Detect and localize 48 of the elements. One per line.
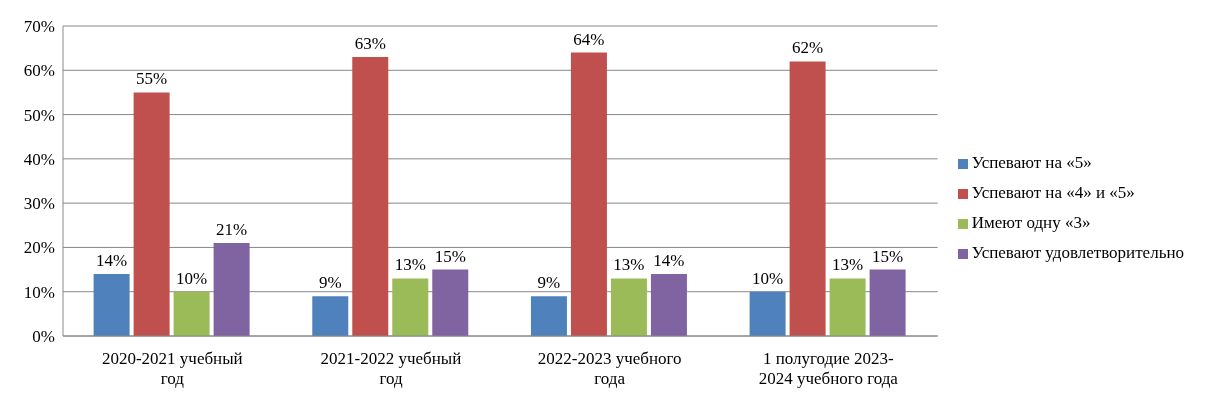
y-tick-label: 50% bbox=[23, 105, 55, 125]
data-label: 15% bbox=[434, 246, 466, 266]
legend-label: Успевают на «4» и «5» bbox=[971, 183, 1135, 202]
legend-label: Успевают на «5» bbox=[971, 153, 1092, 172]
bar bbox=[530, 296, 567, 336]
data-label: 9% bbox=[537, 273, 561, 293]
bar bbox=[570, 52, 607, 336]
bar bbox=[829, 278, 866, 336]
data-label: 13% bbox=[613, 255, 645, 275]
data-label: 21% bbox=[216, 220, 248, 239]
legend-label: Имеют одну «3» bbox=[971, 213, 1091, 232]
bar bbox=[789, 61, 826, 336]
bar bbox=[749, 291, 786, 336]
data-label: 15% bbox=[872, 246, 904, 266]
bar bbox=[133, 92, 170, 336]
y-tick-label: 60% bbox=[23, 61, 55, 81]
data-label: 64% bbox=[573, 29, 605, 49]
data-label: 55% bbox=[136, 69, 168, 89]
y-tick-label: 30% bbox=[23, 194, 55, 214]
legend-label: Успевают удовлетворительно bbox=[971, 243, 1184, 262]
bar bbox=[432, 269, 469, 336]
bar bbox=[610, 278, 647, 336]
data-label: 14% bbox=[653, 251, 685, 270]
x-tick-label: 1 полугодие 2023-2024 учебного года bbox=[758, 349, 899, 388]
data-label: 13% bbox=[394, 255, 426, 275]
y-tick-label: 0% bbox=[32, 327, 55, 347]
data-label: 62% bbox=[792, 38, 824, 58]
bar bbox=[392, 278, 429, 336]
data-label: 13% bbox=[832, 255, 864, 275]
x-tick-label: 2022-2023 учебного года bbox=[537, 349, 682, 388]
data-label: 63% bbox=[354, 34, 386, 53]
bar bbox=[352, 57, 389, 336]
y-tick-label: 70% bbox=[23, 17, 55, 37]
bar bbox=[869, 269, 906, 336]
bar bbox=[213, 243, 250, 336]
data-label: 14% bbox=[96, 251, 128, 270]
data-label: 9% bbox=[318, 273, 342, 293]
x-tick-label: 2021-2022 учебный год bbox=[320, 349, 462, 388]
y-tick-label: 10% bbox=[23, 282, 55, 302]
y-tick-label: 20% bbox=[23, 238, 55, 258]
data-label: 10% bbox=[752, 268, 784, 288]
x-tick-label: 2020-2021 учебный год bbox=[101, 349, 243, 388]
data-label: 10% bbox=[176, 268, 208, 288]
bar bbox=[93, 274, 130, 336]
bar bbox=[173, 291, 210, 336]
bar bbox=[650, 274, 687, 336]
y-tick-label: 40% bbox=[23, 149, 55, 169]
bar bbox=[312, 296, 349, 336]
